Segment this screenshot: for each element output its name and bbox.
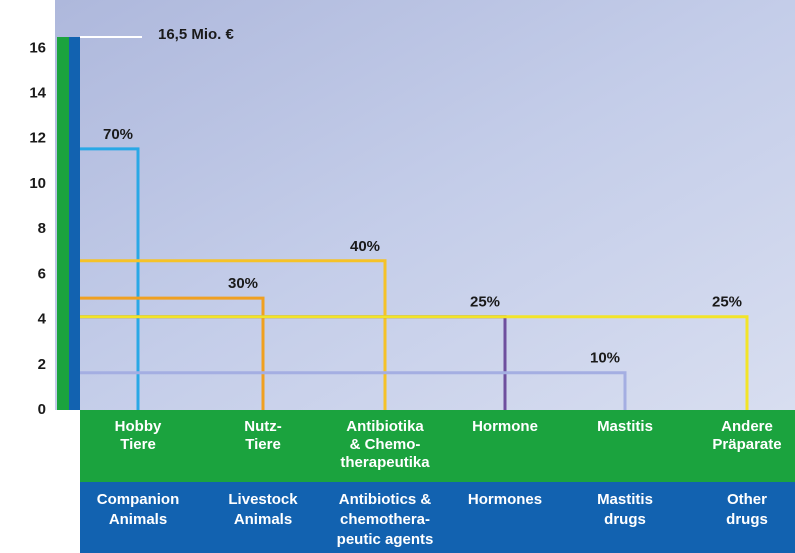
category-label-de: Mastitis (597, 418, 653, 435)
category-label-en: peutic agents (337, 531, 434, 548)
y-tick-label: 16 (29, 39, 46, 56)
total-label: 16,5 Mio. € (158, 26, 235, 43)
category-label-en: Mastitis (597, 491, 653, 508)
category-label-de: Antibiotika (346, 418, 424, 435)
total-bar-blue (69, 37, 80, 410)
category-label-en: Other (727, 491, 767, 508)
chart: 0 2 4 6 8 10 12 14 16 16,5 Mio. € 70% 30% 40% 25% 10% 2… (0, 0, 795, 553)
english-band (80, 482, 795, 553)
page: 0 2 4 6 8 10 12 14 16 16,5 Mio. € 70% 30% 40% 25% 10% 2… (0, 0, 795, 553)
category-label-de: & Chemo- (350, 436, 421, 453)
category-label-de: therapeutika (340, 454, 430, 471)
y-tick-label: 0 (38, 401, 46, 418)
total-bar-green (57, 37, 69, 410)
share-label: 30% (228, 275, 258, 292)
category-label-en: chemothera- (340, 511, 430, 528)
share-label: 40% (350, 238, 380, 255)
category-label-de: Hobby (115, 418, 162, 435)
y-tick-label: 12 (29, 130, 46, 147)
category-label-en: Antibiotics & (339, 491, 432, 508)
category-label-de: Tiere (120, 436, 156, 453)
background-photo (55, 0, 795, 410)
y-tick-label: 14 (29, 84, 46, 101)
y-tick-label: 6 (38, 265, 46, 282)
share-label: 25% (712, 294, 742, 311)
category-label-en: Animals (109, 511, 167, 528)
share-label: 70% (103, 126, 133, 143)
category-label-de: Präparate (712, 436, 781, 453)
category-label-de: Andere (721, 418, 773, 435)
category-label-en: drugs (726, 511, 768, 528)
y-tick-label: 4 (38, 311, 47, 328)
y-tick-label: 10 (29, 175, 46, 192)
y-tick-label: 2 (38, 356, 46, 373)
share-label: 10% (590, 350, 620, 367)
german-band (80, 410, 795, 482)
category-label-en: Animals (234, 511, 292, 528)
category-label-en: Livestock (228, 491, 298, 508)
category-label-en: Companion (97, 491, 180, 508)
category-label-en: drugs (604, 511, 646, 528)
category-label-de: Hormone (472, 418, 538, 435)
category-label-de: Nutz- (244, 418, 282, 435)
share-label: 25% (470, 294, 500, 311)
y-tick-label: 8 (38, 220, 46, 237)
category-label-en: Hormones (468, 491, 542, 508)
category-label-de: Tiere (245, 436, 281, 453)
